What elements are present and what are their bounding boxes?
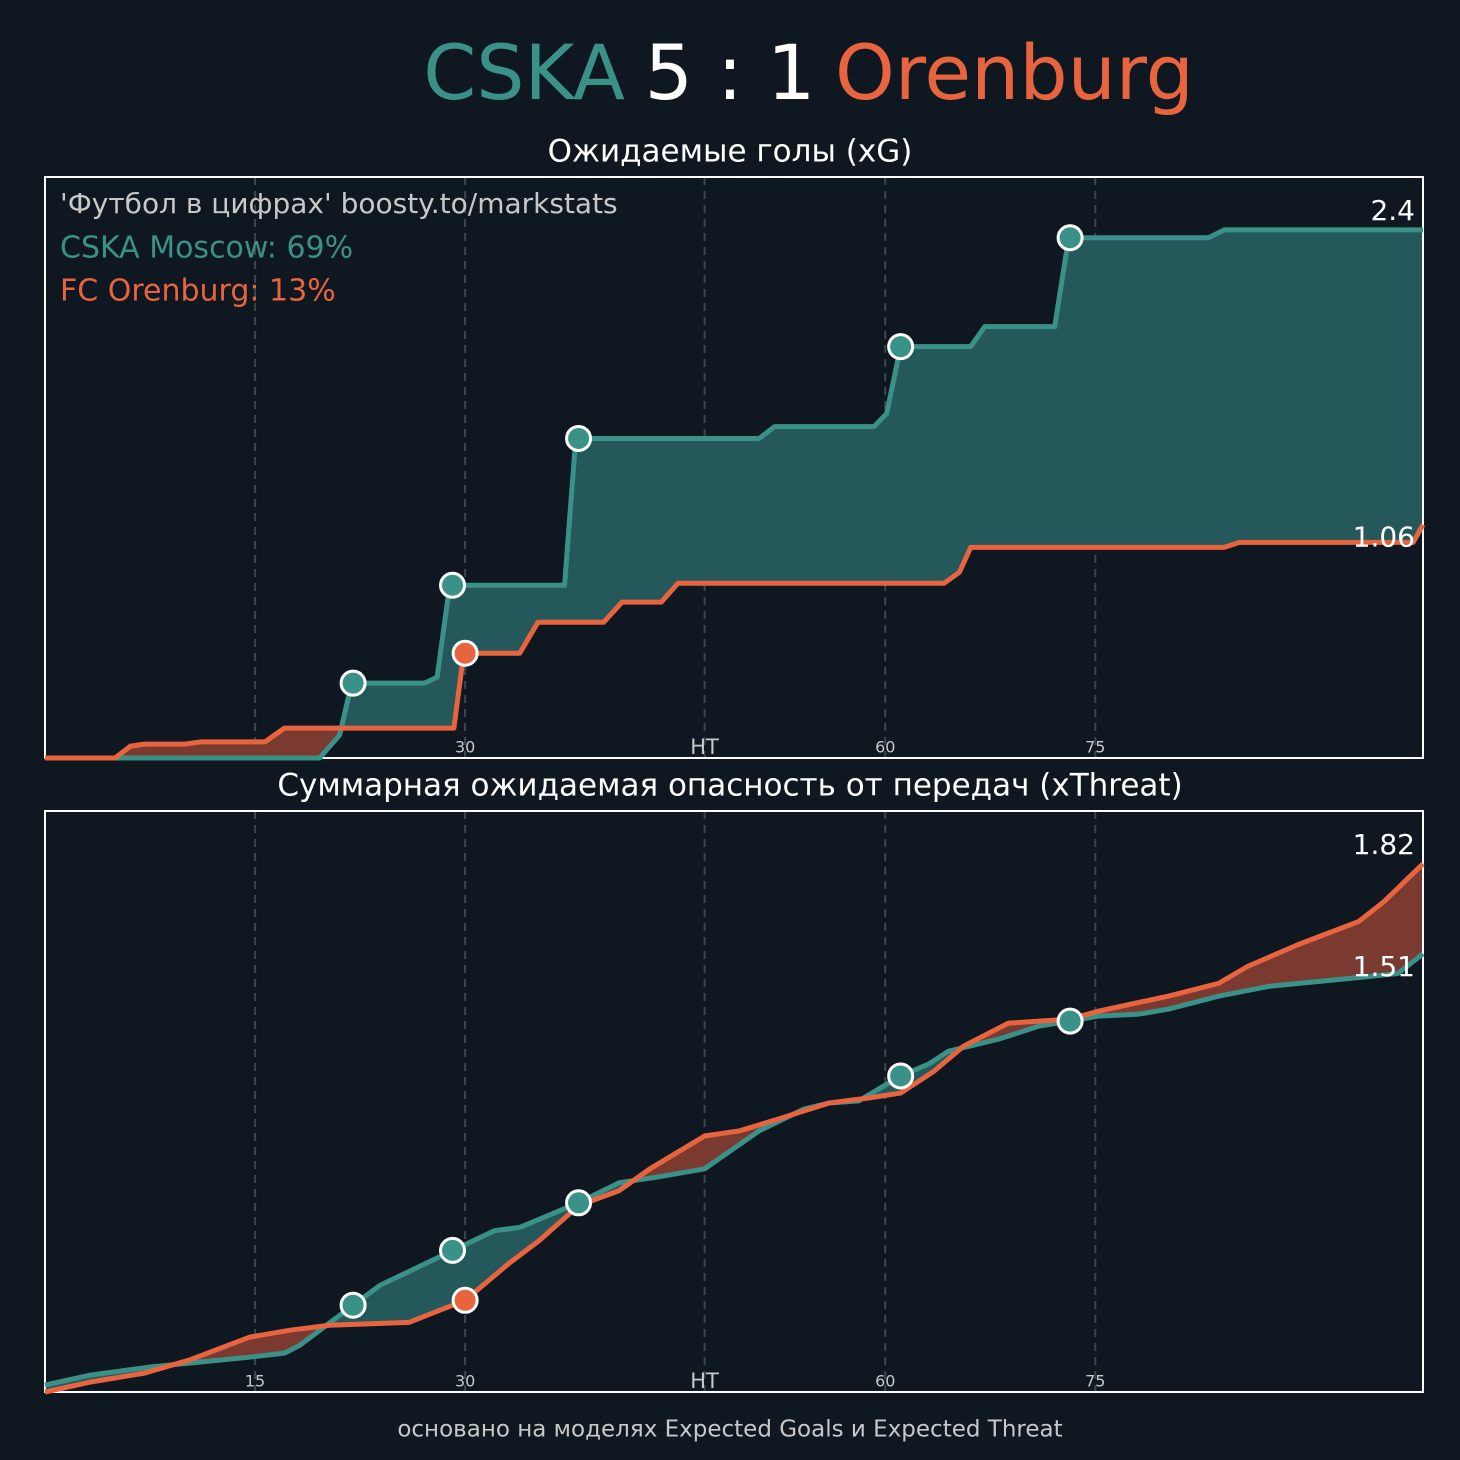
series-line: [44, 862, 1425, 1395]
x-tick-label: HT: [690, 735, 719, 759]
away-team: Orenburg: [835, 28, 1194, 117]
goal-marker: [887, 333, 915, 361]
x-tick-label: 75: [1085, 1372, 1105, 1391]
goal-marker: [339, 669, 367, 697]
x-tick-label: 60: [875, 1372, 895, 1391]
goal-marker: [439, 1236, 467, 1264]
goal-marker: [1056, 1007, 1084, 1035]
credit: 'Футбол в цифрах' boosty.to/markstats: [60, 187, 618, 220]
chart-title: Суммарная ожидаемая опасность от передач…: [277, 768, 1182, 804]
goal-marker: [451, 639, 479, 667]
goal-marker: [1056, 224, 1084, 252]
end-value-label: 1.51: [1353, 950, 1415, 983]
chart-title: Ожидаемые голы (xG): [548, 134, 913, 170]
home-team: CSKA: [423, 28, 625, 117]
x-tick-label: 30: [455, 1372, 475, 1391]
score: 5 : 1: [645, 28, 816, 117]
series-line: [45, 523, 1426, 761]
end-value-label: 2.4: [1370, 194, 1415, 227]
footer: основано на моделях Expected Goals и Exp…: [397, 1417, 1062, 1443]
end-value-label: 1.82: [1353, 828, 1415, 861]
legend-entry: CSKA Moscow: 69%: [60, 231, 353, 266]
x-tick-label: 75: [1085, 738, 1105, 757]
plot-frame: [44, 810, 1424, 1393]
series-line: [45, 227, 1423, 761]
legend-entry: FC Orenburg: 13%: [60, 274, 336, 309]
goal-marker: [439, 571, 467, 599]
goal-marker: [565, 424, 593, 452]
x-tick-label: 60: [875, 738, 895, 757]
goal-marker: [451, 1286, 479, 1314]
goal-marker: [339, 1291, 367, 1319]
goal-marker: [887, 1062, 915, 1090]
end-value-label: 1.06: [1353, 521, 1415, 554]
x-tick-label: HT: [690, 1369, 719, 1393]
x-tick-label: 15: [245, 1372, 265, 1391]
goal-marker: [565, 1189, 593, 1217]
x-tick-label: 30: [455, 738, 475, 757]
plot-frame: [44, 176, 1424, 759]
